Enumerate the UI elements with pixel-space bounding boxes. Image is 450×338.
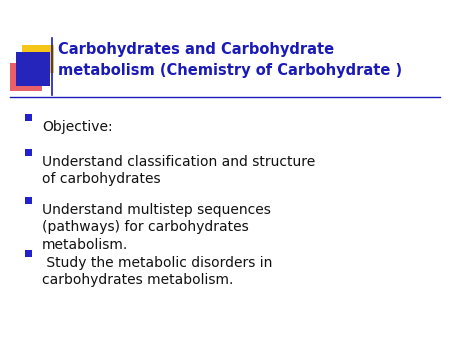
- Text: Understand multistep sequences
(pathways) for carbohydrates
metabolism.: Understand multistep sequences (pathways…: [42, 203, 271, 251]
- Bar: [24, 148, 32, 155]
- Bar: [24, 114, 32, 121]
- Text: Objective:: Objective:: [42, 120, 112, 134]
- Bar: [24, 249, 32, 257]
- Bar: [10, 63, 42, 91]
- Bar: [22, 45, 54, 73]
- Text: Understand classification and structure
of carbohydrates: Understand classification and structure …: [42, 155, 315, 186]
- Bar: [16, 52, 50, 86]
- Text: Carbohydrates and Carbohydrate
metabolism (Chemistry of Carbohydrate ): Carbohydrates and Carbohydrate metabolis…: [58, 42, 402, 78]
- Text: Study the metabolic disorders in
carbohydrates metabolism.: Study the metabolic disorders in carbohy…: [42, 256, 272, 287]
- Bar: [24, 196, 32, 203]
